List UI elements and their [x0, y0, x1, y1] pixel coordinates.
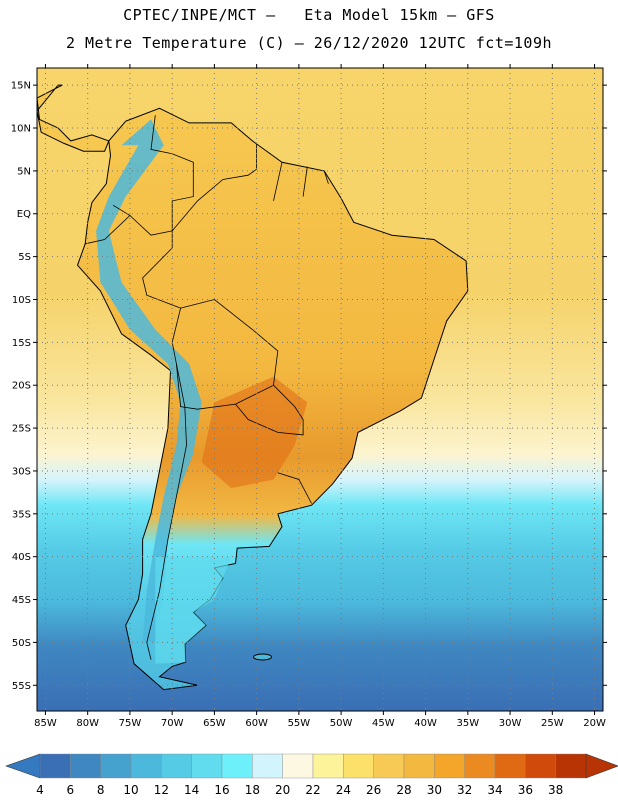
country-border	[150, 115, 194, 231]
legend-swatch	[100, 753, 132, 779]
lat-tick-label: 40S	[12, 552, 31, 563]
country-border	[277, 472, 312, 504]
country-border	[323, 170, 329, 184]
legend-label: 12	[154, 783, 169, 797]
lon-tick-label: 70W	[161, 718, 184, 729]
map-plot-area	[36, 68, 603, 711]
legend-label: 26	[366, 783, 381, 797]
lat-tick-label: 30S	[12, 466, 31, 477]
lat-tick-label: 5S	[18, 252, 31, 263]
lon-tick-label: 60W	[245, 718, 268, 729]
legend-swatch	[343, 753, 374, 779]
legend-label: 6	[67, 783, 75, 797]
legend-label: 22	[305, 783, 320, 797]
legend-label: 20	[275, 783, 290, 797]
map-subtitle: 2 Metre Temperature (C) – 26/12/2020 12U…	[65, 34, 553, 52]
legend-swatch	[403, 753, 435, 779]
falkland-islands	[253, 653, 273, 661]
lon-tick-label: 50W	[330, 718, 353, 729]
patagonia-cool	[155, 556, 232, 664]
lon-tick-label: 65W	[203, 718, 226, 729]
country-border	[273, 162, 283, 201]
lat-tick-label: 15S	[12, 338, 31, 349]
country-border	[85, 204, 131, 245]
legend-label: 14	[184, 783, 199, 797]
legend-label: 8	[97, 783, 105, 797]
legend-label: 30	[427, 783, 442, 797]
lat-tick-label: 20S	[12, 381, 31, 392]
legend-arrow-high	[585, 753, 618, 779]
lat-tick-label: EQ	[17, 209, 31, 220]
legend-bar	[5, 753, 618, 779]
legend-swatch	[39, 753, 71, 779]
legend-swatch	[191, 753, 223, 779]
lon-tick-label: 35W	[457, 718, 480, 729]
legend-swatch	[555, 753, 587, 779]
lat-tick-label: 5N	[17, 166, 31, 177]
lon-tick-label: 30W	[499, 718, 522, 729]
lon-tick-label: 55W	[288, 718, 311, 729]
map-axes: 15N 10N 5N EQ 5S 10S 15S 20S 25S 30S 35S 40S 45S 50S 5…	[11, 64, 607, 729]
legend-label: 38	[548, 783, 563, 797]
temperature-map: 15N 10N 5N EQ 5S 10S 15S 20S 25S 30S 35S 40S 45S 50S 5…	[11, 64, 607, 729]
legend-swatch	[161, 753, 192, 779]
legend-swatch	[312, 753, 344, 779]
lon-tick-label: 80W	[76, 718, 99, 729]
lon-tick-label: 20W	[583, 718, 606, 729]
legend-swatch	[464, 753, 496, 779]
lat-tick-label: 15N	[11, 81, 31, 92]
legend-swatch	[221, 753, 253, 779]
color-legend: 4 6 8 10 12 14 16 18 20 22 24 26 28 30 32 34 36 38	[5, 753, 618, 797]
lon-tick-label: 45W	[372, 718, 395, 729]
legend-label: 24	[336, 783, 351, 797]
legend-label: 28	[396, 783, 411, 797]
legend-label: 36	[518, 783, 533, 797]
legend-label: 4	[36, 783, 44, 797]
lon-tick-label: 40W	[414, 718, 437, 729]
legend-swatch	[525, 753, 556, 779]
legend-swatch	[494, 753, 526, 779]
legend-label: 10	[123, 783, 138, 797]
legend-label: 16	[214, 783, 229, 797]
legend-swatch	[70, 753, 101, 779]
legend-swatch	[130, 753, 162, 779]
lat-tick-label: 35S	[12, 509, 31, 520]
lat-tick-label: 55S	[12, 681, 31, 692]
lat-tick-label: 45S	[12, 595, 31, 606]
andes-cold-band	[96, 119, 202, 643]
lon-tick-label: 25W	[541, 718, 564, 729]
lat-tick-label: 10S	[12, 295, 31, 306]
map-frame	[36, 67, 604, 712]
legend-swatch	[373, 753, 405, 779]
country-border	[235, 384, 304, 436]
lat-tick-label: 10N	[11, 124, 31, 135]
map-title: CPTEC/INPE/MCT – Eta Model 15km – GFS	[123, 6, 495, 24]
central-america	[36, 84, 110, 152]
lon-tick-label: 75W	[119, 718, 142, 729]
country-border	[302, 166, 308, 197]
lat-tick-label: 50S	[12, 638, 31, 649]
country-border	[129, 215, 173, 236]
legend-swatch	[252, 753, 283, 779]
legend-label: 32	[457, 783, 472, 797]
legend-arrow-low	[5, 753, 41, 779]
legend-label: 34	[487, 783, 502, 797]
lat-tick-label: 25S	[12, 424, 31, 435]
legend-labels: 4 6 8 10 12 14 16 18 20 22 24 26 28 30 32 34 36 38	[36, 783, 563, 797]
legend-label: 18	[245, 783, 260, 797]
lon-tick-label: 85W	[34, 718, 57, 729]
legend-swatch	[434, 753, 465, 779]
legend-swatch	[282, 753, 314, 779]
hot-core	[201, 376, 308, 489]
